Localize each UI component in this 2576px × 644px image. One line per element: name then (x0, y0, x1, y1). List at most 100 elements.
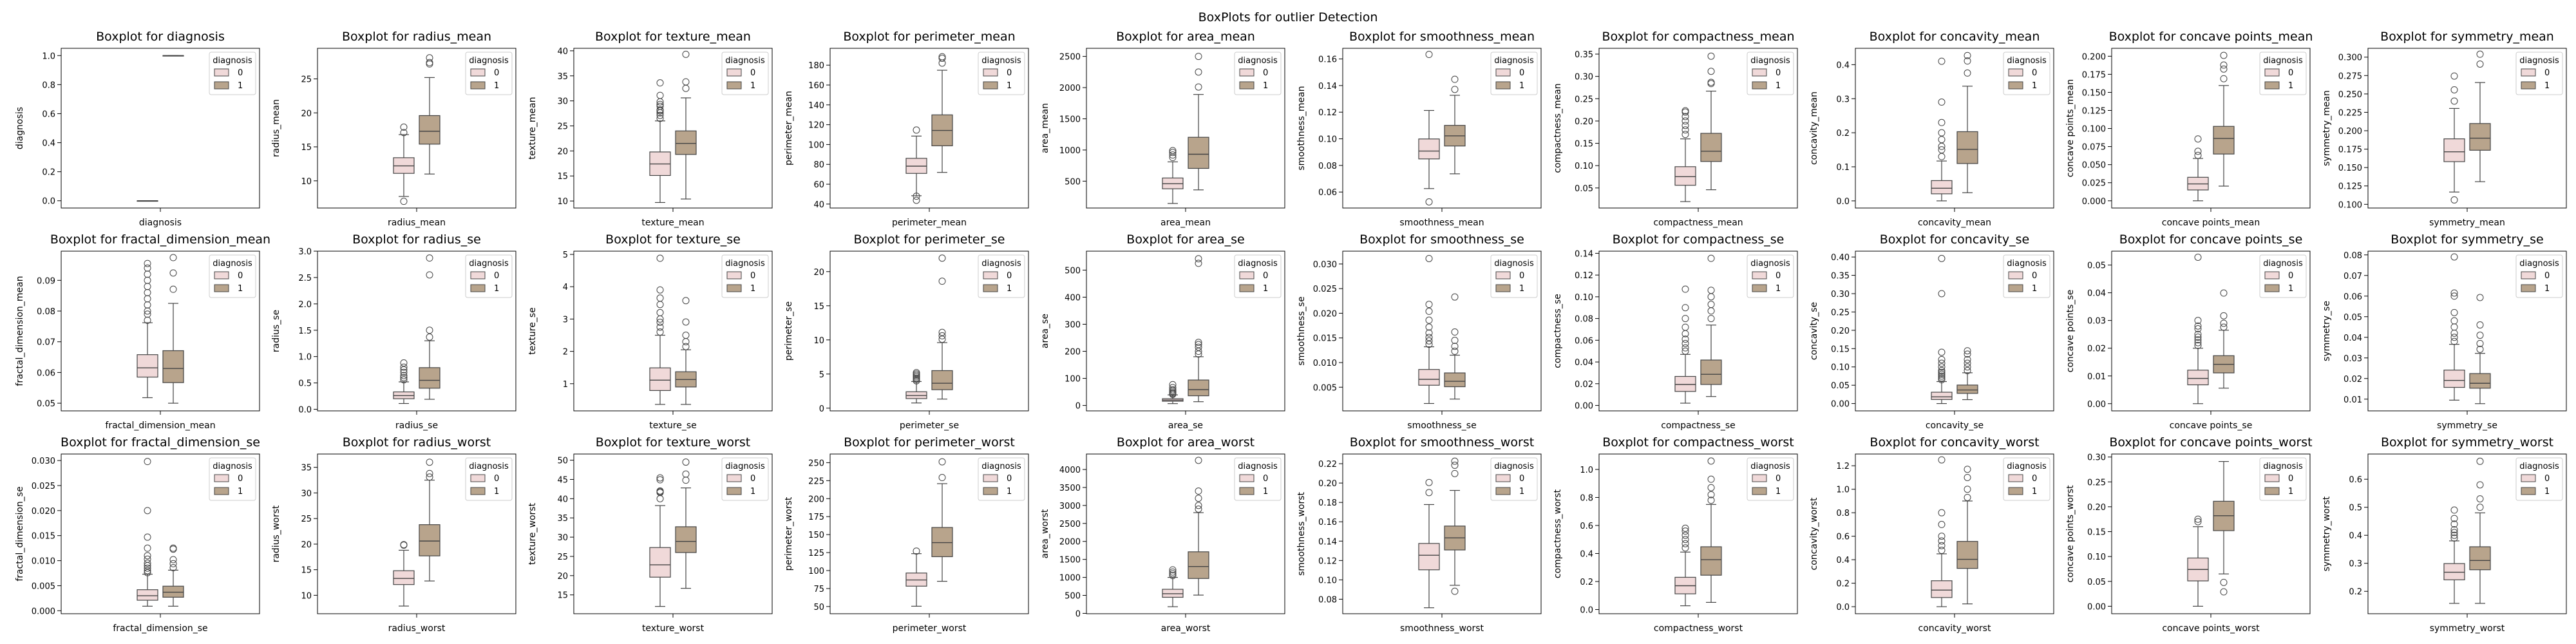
legend-label-0: 0 (1519, 68, 1524, 78)
legend-label-0: 0 (1007, 271, 1012, 281)
outlier-point (400, 129, 408, 137)
outlier-point (938, 55, 946, 62)
y-tick-label: 0.01 (2087, 372, 2106, 382)
y-axis-label: perimeter_se (784, 301, 794, 361)
outlier-point (1938, 368, 1946, 376)
outlier-point (1964, 347, 1971, 355)
box-iqr (2187, 370, 2209, 386)
y-tick-label: 0.00 (2087, 400, 2106, 410)
outlier-point (2476, 332, 2484, 339)
legend-label-0: 0 (1007, 68, 1012, 78)
outlier-point (682, 332, 690, 339)
outlier-point (1169, 568, 1177, 576)
outlier-point (1195, 348, 1202, 355)
y-tick-label: 0 (1075, 609, 1081, 619)
subplot-27: Boxplot for concavity_worst 0.0 0.2 0.4 0.6 0… (1809, 435, 2054, 634)
box-group-1 (1188, 255, 1209, 402)
y-tick-label: 20 (301, 540, 312, 550)
outlier-point (1195, 53, 1202, 61)
y-tick-label: 0.2 (1836, 580, 1850, 589)
y-tick-label: 3000 (1059, 502, 1081, 511)
y-tick-label: 2000 (1059, 538, 1081, 547)
y-tick-label: 0.0 (1580, 605, 1593, 615)
legend-label-0: 0 (2544, 474, 2550, 484)
legend-label-1: 1 (750, 487, 755, 497)
box-group-0 (137, 260, 158, 399)
legend: diagnosis 0 1 (2259, 457, 2307, 501)
y-tick-label: 45 (557, 475, 568, 485)
y-tick-label: 1.0 (1836, 486, 1850, 495)
legend-title: diagnosis (2007, 56, 2047, 66)
legend-label-1: 1 (1519, 81, 1524, 91)
outlier-point (1964, 52, 1971, 59)
box-group-0 (1931, 57, 1953, 202)
legend-label-1: 1 (2032, 81, 2037, 91)
box-group-1 (2213, 460, 2235, 596)
box-group-0 (649, 254, 671, 405)
y-tick-label: 0.4 (1836, 61, 1850, 70)
y-tick-label: 100 (808, 140, 824, 150)
legend-swatch-0 (214, 474, 229, 482)
subplot-title: Boxplot for concavity_worst (1870, 435, 2039, 450)
subplot-title: Boxplot for compactness_se (1613, 232, 1785, 247)
box-iqr (1931, 180, 1953, 194)
outlier-point (1938, 290, 1946, 298)
axes-frame (1855, 251, 2054, 412)
y-tick-label: 15 (557, 172, 568, 182)
y-tick-label: 0.07 (37, 338, 55, 348)
x-axis-label: symmetry_se (2437, 421, 2497, 431)
subplot-title: Boxplot for fractal_dimension_mean (50, 232, 270, 247)
x-axis-label: texture_worst (642, 623, 705, 634)
legend-title: diagnosis (981, 462, 1021, 471)
y-tick-label: 50 (557, 457, 568, 466)
y-tick-label: 250 (808, 459, 824, 468)
y-tick-label: 0.25 (1831, 308, 1850, 317)
box-iqr (1931, 392, 1953, 400)
box-group-0 (2443, 506, 2465, 604)
y-axis-label: radius_mean (271, 99, 281, 157)
y-tick-label: 0.06 (2344, 292, 2362, 302)
x-axis-label: concavity_se (1926, 421, 1984, 431)
legend-label-1: 1 (494, 487, 499, 497)
x-axis-label: fractal_dimension_se (113, 623, 207, 634)
y-tick-label: 0.02 (1575, 380, 1593, 390)
y-tick-label: 0.08 (37, 307, 55, 317)
legend-swatch-0 (2264, 271, 2280, 279)
y-tick-label: 1500 (1059, 556, 1081, 565)
y-tick-label: 0.4 (1580, 549, 1593, 559)
legend-label-1: 1 (2544, 284, 2550, 294)
subplot-title: Boxplot for texture_mean (595, 30, 751, 44)
y-tick-label: 60 (813, 180, 824, 190)
y-tick-label: 0.225 (2338, 108, 2362, 118)
legend-swatch-0 (726, 271, 742, 279)
y-tick-label: 180 (808, 61, 824, 71)
outlier-point (1681, 126, 1689, 134)
x-axis-label: area_se (1168, 421, 1203, 431)
legend: diagnosis 0 1 (1234, 254, 1282, 298)
outlier-point (1425, 198, 1433, 205)
outlier-point (656, 318, 664, 326)
y-tick-label: 2.0 (298, 300, 312, 310)
outlier-point (426, 59, 433, 66)
outlier-point (2220, 65, 2228, 73)
box-group-0 (2187, 253, 2209, 404)
legend: diagnosis 0 1 (2515, 254, 2563, 298)
outlier-point (169, 556, 177, 564)
outlier-point (1681, 323, 1689, 331)
box-group-0 (1418, 254, 1440, 404)
legend-swatch-1 (983, 487, 998, 495)
outlier-point (2450, 253, 2458, 261)
y-tick-label: 0.30 (1575, 73, 1593, 82)
y-tick-label: 0.25 (2087, 478, 2106, 488)
outlier-point (938, 328, 946, 336)
y-tick-label: 0.00 (2087, 602, 2106, 612)
y-tick-label: 0.16 (1318, 518, 1337, 527)
outlier-point (400, 198, 408, 205)
legend: diagnosis 0 1 (2515, 52, 2563, 95)
outlier-point (938, 332, 946, 339)
box-iqr (419, 367, 440, 389)
legend-label-0: 0 (1263, 474, 1268, 484)
subplot-2: Boxplot for texture_mean10152025303540te… (527, 30, 773, 228)
y-axis-label: concavity_worst (1809, 497, 1819, 570)
y-tick-label: 0.12 (1318, 108, 1337, 118)
